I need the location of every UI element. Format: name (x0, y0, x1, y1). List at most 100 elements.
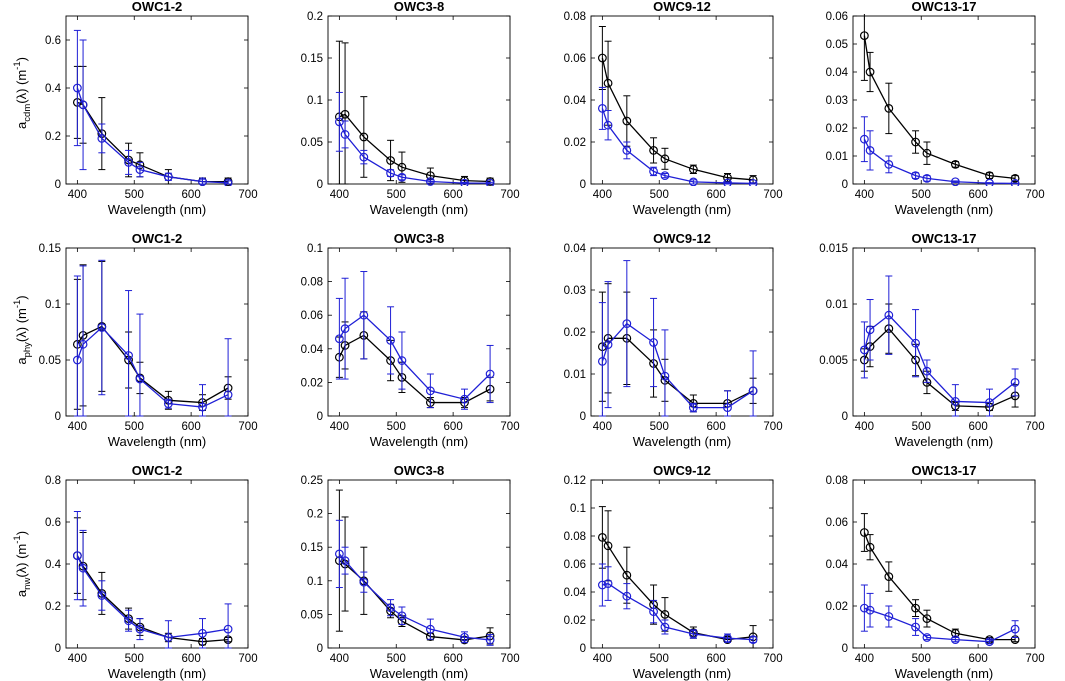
y-tick-label: 0.15 (301, 53, 323, 65)
y-tick-label: 0.05 (301, 137, 323, 149)
data-point-black (603, 78, 613, 88)
data-point-blue (660, 371, 670, 381)
y-tick-label: 0.08 (564, 531, 586, 543)
y-tick-label: 0.06 (564, 559, 586, 571)
y-tick-label: 0.04 (564, 95, 587, 107)
y-tick-label: 0.2 (45, 601, 61, 613)
axes-box (327, 479, 511, 649)
data-point-black (911, 137, 920, 147)
data-point-blue (460, 632, 469, 642)
y-tick-label: 0 (55, 179, 61, 191)
series-blue (597, 563, 758, 644)
data-point-blue (622, 319, 632, 329)
data-point-blue (97, 323, 107, 332)
y-tick-label: 0.05 (301, 609, 323, 621)
y-tick-label: 0 (580, 643, 586, 655)
data-point-blue (397, 172, 407, 182)
data-point-blue (425, 386, 435, 396)
data-point-blue (135, 165, 145, 175)
data-point-blue (597, 357, 607, 366)
x-tick-label: 400 (330, 653, 349, 665)
data-point-black (397, 162, 407, 172)
x-tick-label: 400 (855, 653, 874, 665)
data-point-black (340, 109, 350, 119)
x-tick-label: 700 (1025, 189, 1044, 201)
data-point-blue (603, 579, 613, 588)
x-tick-label: 400 (330, 421, 349, 433)
chart-3-owc3-8: OWC3-8 400 500 600 700 0 0.05 0.1 0.15 0.2 0.25 Wav… (301, 463, 520, 681)
y-tick-label: 0.06 (826, 517, 848, 529)
x-tick-label: 600 (707, 653, 726, 665)
series-black (859, 303, 1020, 412)
x-tick-label: 400 (855, 189, 874, 201)
data-point-blue (884, 612, 894, 621)
data-point-blue (884, 159, 894, 169)
y-tick-label: 0.2 (45, 131, 61, 143)
series-line-black (339, 113, 491, 183)
y-label-base: a (14, 121, 29, 129)
data-point-blue (78, 100, 88, 110)
series-blue (72, 29, 233, 186)
data-point-black (386, 156, 395, 165)
data-point-blue (135, 374, 145, 384)
series-blue (72, 259, 233, 417)
x-tick-label: 500 (650, 653, 669, 665)
svg-text:aphy(λ) (m-1): aphy(λ) (m-1) (12, 295, 33, 364)
axes-box (65, 15, 249, 185)
data-point-blue (1010, 179, 1020, 186)
data-point-black (359, 132, 369, 142)
series-black (859, 14, 1020, 183)
x-axis-label: Wavelength (nm) (633, 434, 732, 449)
data-point-blue (460, 178, 469, 186)
data-point-blue (163, 172, 173, 182)
data-point-blue (950, 397, 960, 406)
y-tick-label: 0 (317, 643, 323, 655)
y-tick-label: 0.06 (301, 310, 323, 322)
y-tick-label: 0.02 (301, 377, 323, 389)
y-tick-label: 0.02 (564, 327, 586, 339)
chart-1-owc13-17: OWC13-17 400 500 600 700 0 0.01 0.02 0.03 0.04 0.0… (826, 0, 1045, 217)
y-tick-label: 0.4 (45, 559, 62, 571)
plot-area (72, 29, 233, 186)
y-tick-label: 0 (580, 179, 586, 191)
series-line-blue (76, 87, 229, 184)
data-point-blue (386, 603, 395, 613)
x-tick-label: 400 (330, 189, 349, 201)
x-tick-label: 600 (969, 653, 988, 665)
chart-3-owc1-2: OWC1-2 400 500 600 700 0 0.2 0.4 0.6 0.8 Wavelengt… (45, 463, 258, 681)
chart-title: OWC9-12 (653, 463, 711, 478)
data-point-blue (985, 398, 994, 407)
plot-area (597, 260, 758, 417)
data-point-blue (865, 605, 875, 615)
data-point-blue (359, 310, 369, 320)
y-tick-label: 0.2 (307, 509, 323, 521)
y-tick-label: 0.02 (826, 123, 848, 135)
y-label-base: a (14, 357, 29, 365)
data-point-black (911, 603, 920, 613)
plot-area (859, 14, 1020, 186)
data-point-black (622, 116, 632, 126)
axes-box (327, 15, 511, 185)
data-point-blue (922, 633, 932, 642)
data-point-blue (97, 591, 107, 600)
data-point-blue (649, 166, 658, 176)
data-point-blue (198, 402, 207, 412)
x-tick-label: 600 (444, 189, 463, 201)
y-tick-label: 0.015 (819, 243, 848, 255)
x-tick-label: 500 (125, 421, 144, 433)
x-tick-label: 500 (125, 189, 144, 201)
y-tick-label: 0.15 (39, 243, 61, 255)
data-point-black (622, 570, 632, 580)
data-point-blue (723, 403, 732, 413)
data-point-blue (911, 622, 920, 632)
y-tick-label: 0.04 (301, 344, 324, 356)
data-point-blue (688, 629, 698, 639)
x-tick-label: 500 (387, 189, 406, 201)
y-tick-label: 0.06 (564, 53, 586, 65)
y-axis-label-row-3: anw(λ) (m-1) (12, 531, 33, 597)
data-point-blue (859, 603, 869, 613)
y-tick-label: 0.08 (564, 11, 586, 23)
data-point-blue (124, 616, 133, 626)
y-tick-label: 0.005 (819, 355, 848, 367)
plot-area (72, 259, 233, 417)
